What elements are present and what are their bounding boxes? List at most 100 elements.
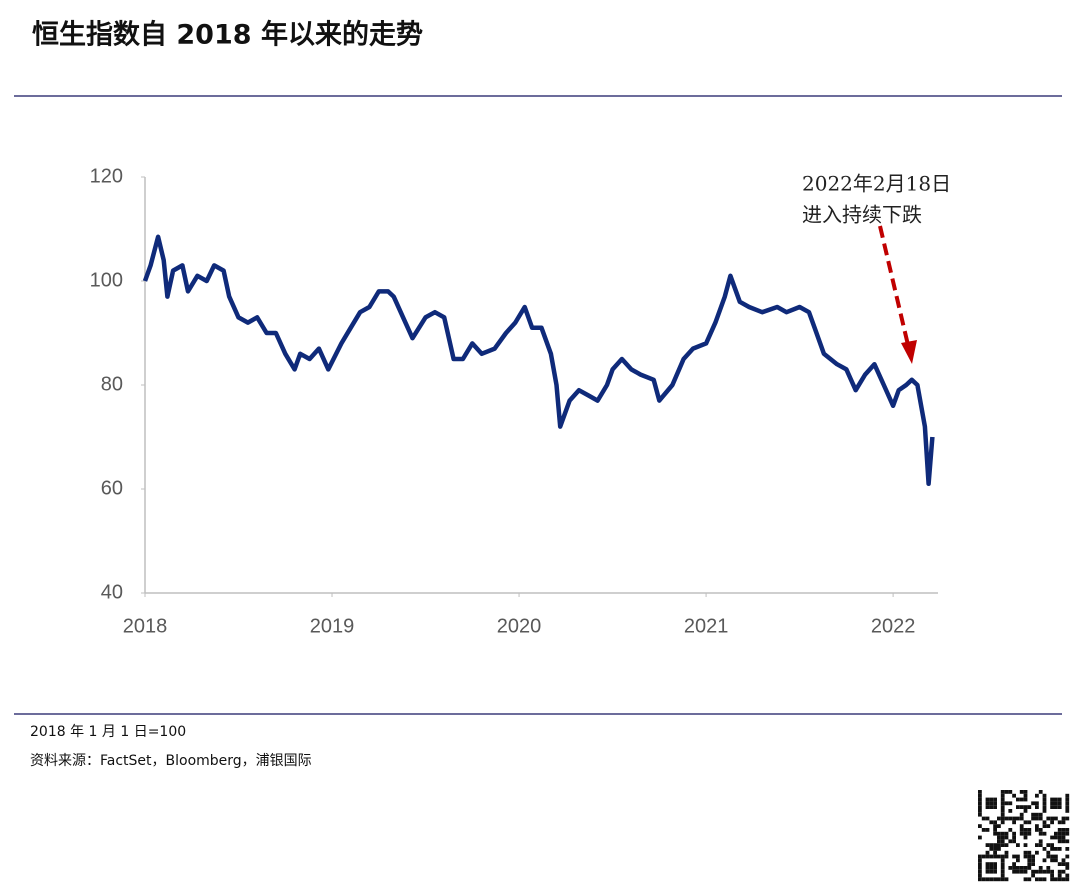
qr-cell	[1000, 843, 1005, 847]
qr-cell	[985, 862, 990, 866]
qr-cell	[1035, 793, 1039, 798]
qr-cell	[1038, 831, 1043, 836]
qr-cell	[1057, 820, 1062, 825]
qr-cell	[993, 797, 997, 802]
qr-cell	[1061, 869, 1066, 874]
qr-cell	[1008, 790, 1013, 794]
qr-cell	[1057, 873, 1062, 878]
annotation: 进入持续下跌	[802, 203, 922, 227]
qr-cell	[1031, 812, 1035, 817]
qr-cell	[997, 847, 1001, 851]
qr-cell	[993, 866, 997, 870]
qr-cell	[1046, 816, 1051, 821]
qr-cell	[997, 854, 1001, 859]
qr-cell	[1000, 858, 1005, 863]
qr-cell	[1038, 877, 1043, 882]
qr-cell	[985, 850, 990, 855]
qr-cell	[1023, 877, 1028, 882]
qr-cell	[1031, 862, 1035, 866]
qr-cell	[1023, 869, 1028, 874]
qr-cell	[1012, 831, 1016, 836]
qr-cell	[978, 869, 982, 874]
qr-cell	[1027, 862, 1032, 866]
qr-cell	[1065, 805, 1070, 809]
qr-cell	[1065, 801, 1070, 806]
qr-cell	[993, 869, 997, 874]
qr-cell	[1065, 877, 1070, 882]
qr-cell	[1038, 816, 1043, 821]
annotation: 2022年2月18日	[802, 172, 951, 196]
qr-cell	[1065, 793, 1070, 798]
qr-cell	[1038, 866, 1043, 870]
qr-cell	[1019, 831, 1024, 836]
y-tick-label: 80	[101, 373, 123, 395]
qr-cell	[1046, 869, 1051, 874]
qr-cell	[978, 862, 982, 866]
qr-cell	[1012, 816, 1016, 821]
qr-cell	[1012, 820, 1016, 825]
qr-cell	[1004, 801, 1009, 806]
qr-cell	[1050, 869, 1054, 874]
qr-cell	[1042, 831, 1047, 836]
qr-cell	[1008, 809, 1013, 813]
qr-cell	[1004, 854, 1009, 859]
qr-cell	[1031, 801, 1035, 806]
qr-cell	[978, 858, 982, 863]
qr-cell	[1012, 869, 1016, 874]
qr-cell	[1035, 869, 1039, 874]
qr-cell	[1000, 854, 1005, 859]
qr-cell	[978, 873, 982, 878]
qr-cell	[1065, 828, 1070, 832]
qr-cell	[997, 816, 1001, 821]
note: 2018 年 1 月 1 日=100	[30, 724, 186, 740]
qr-cell	[1042, 801, 1047, 806]
qr-cell	[1061, 820, 1066, 825]
qr-cell	[1008, 828, 1013, 832]
qr-cell	[993, 847, 997, 851]
qr-cell	[1054, 858, 1058, 863]
qr-cell	[1061, 858, 1066, 863]
qr-cell	[1061, 835, 1066, 840]
qr-cell	[1054, 877, 1058, 882]
qr-cell	[1027, 866, 1032, 870]
qr-cell	[1054, 797, 1058, 802]
qr-cell	[981, 828, 986, 832]
qr-cell	[1023, 835, 1028, 840]
qr-cell	[978, 854, 982, 859]
qr-cell	[989, 847, 994, 851]
qr-cell	[1004, 835, 1009, 840]
qr-cell	[1027, 805, 1032, 809]
qr-cell	[1057, 869, 1062, 874]
qr-cell	[1019, 812, 1024, 817]
qr-cell	[1000, 805, 1005, 809]
qr-cell	[1027, 854, 1032, 859]
qr-cell	[1004, 843, 1009, 847]
qr-cell	[1004, 877, 1009, 882]
qr-cell	[1050, 835, 1054, 840]
qr-cell	[1004, 790, 1009, 794]
qr-cell	[1050, 820, 1054, 825]
qr-cell	[1057, 847, 1062, 851]
qr-cell	[985, 869, 990, 874]
qr-cell	[1000, 831, 1005, 836]
y-tick-label: 60	[101, 477, 123, 499]
qr-cell	[989, 801, 994, 806]
qr-cell	[989, 877, 994, 882]
qr-cell	[1050, 797, 1054, 802]
qr-cell	[1042, 793, 1047, 798]
qr-cell	[1019, 866, 1024, 870]
qr-cell	[1050, 847, 1054, 851]
qr-cell	[1057, 828, 1062, 832]
y-tick-label: 120	[90, 165, 123, 187]
qr-cell	[1061, 839, 1066, 844]
qr-cell	[985, 805, 990, 809]
qr-cell	[1000, 790, 1005, 794]
qr-cell	[1031, 816, 1035, 821]
qr-cell	[1046, 854, 1051, 859]
qr-cell	[1038, 790, 1043, 794]
qr-cell	[1038, 812, 1043, 817]
qr-cell	[1000, 816, 1005, 821]
qr-cell	[1050, 843, 1054, 847]
qr-cell	[1023, 854, 1028, 859]
